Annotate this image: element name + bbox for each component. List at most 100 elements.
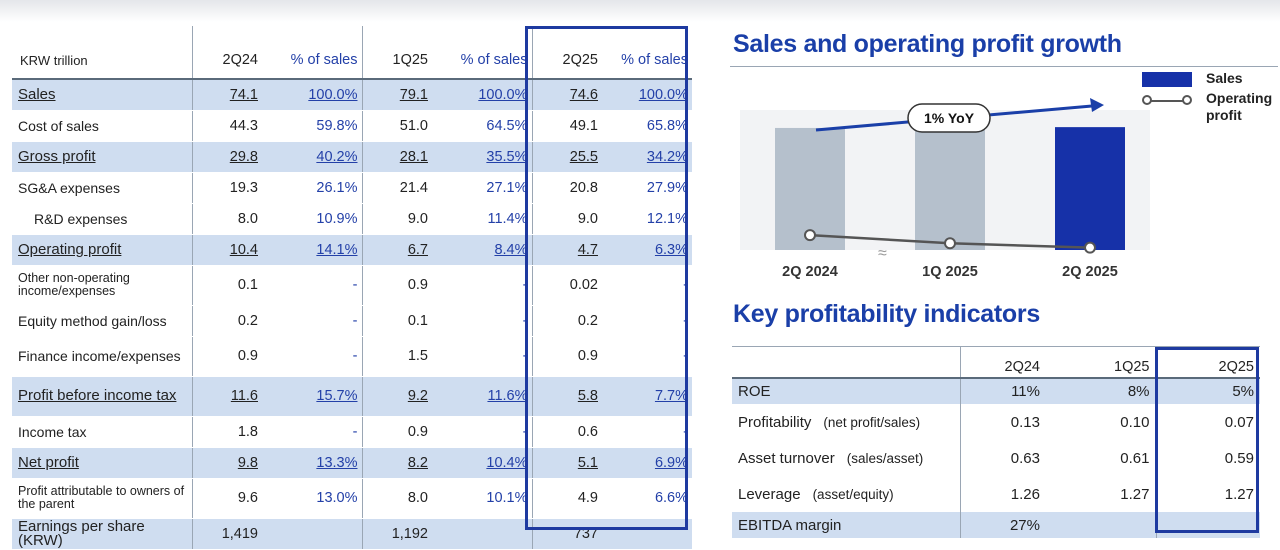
cell-value: 1,419 (191, 518, 262, 550)
legend-item-sales: Sales (1142, 70, 1278, 87)
cell-value: 1.8 (191, 416, 262, 448)
cell-value: 10.9% (262, 203, 362, 235)
cell-value: 8.0 (361, 478, 432, 519)
row-label: Profit before income tax (12, 376, 192, 417)
sales-bar-2 (915, 119, 985, 250)
cell-value: 20.8 (531, 172, 602, 204)
kpi-cell-value: 1.27 (1155, 476, 1260, 512)
kpi-cell-value: 5% (1155, 378, 1260, 404)
kpi-cell-value: 11% (959, 378, 1046, 404)
bar-group (775, 119, 1125, 250)
cell-value: 64.5% (432, 110, 532, 142)
x-tick-label: 2Q 2025 (1062, 264, 1118, 280)
kpi-cell-value: 0.63 (959, 440, 1046, 476)
cell-value (432, 518, 532, 550)
kpi-section-title: Key profitability indicators (733, 300, 1040, 328)
row-label: Gross profit (12, 141, 192, 173)
cell-value: 737 (531, 518, 602, 550)
cell-value: 0.1 (361, 305, 432, 337)
cell-value: 0.2 (531, 305, 602, 337)
row-label: Equity method gain/loss (12, 305, 192, 337)
cell-value: 8.2 (361, 447, 432, 479)
cell-value: 100.0% (432, 79, 532, 111)
row-label: Finance income/expenses (12, 336, 192, 377)
kpi-label-text: Asset turnover (738, 449, 835, 467)
table-row: Equity method gain/loss 0.2-0.1-0.2- (12, 305, 692, 337)
row-label: R&D expenses (12, 203, 192, 235)
cell-value: - (262, 265, 362, 306)
cell-value: 14.1% (262, 234, 362, 266)
cell-value: 10.4 (191, 234, 262, 266)
header-2q25: 2Q25 (531, 26, 602, 80)
row-label: Other non-operating income/expenses (12, 265, 192, 306)
cell-value: - (262, 416, 362, 448)
operating-profit-point-2 (944, 237, 956, 250)
kpi-row-label: ROE (732, 378, 960, 404)
legend-item-operating-profit: Operating profit (1142, 90, 1278, 124)
kpi-label-text: ROE (738, 383, 771, 400)
cell-value: 65.8% (602, 110, 692, 142)
table-row: Profit before income tax 11.6 15.7% 9.2 11.6… (12, 376, 692, 417)
cell-value: 10.4% (432, 447, 532, 479)
cell-value: 19.3 (191, 172, 262, 204)
kpi-label-text: EBITDA margin (738, 516, 842, 534)
operating-profit-point-3 (1084, 241, 1096, 254)
cell-value: 29.8 (191, 141, 262, 173)
kpi-cell-value: 8% (1046, 378, 1156, 404)
row-label: SG&A expenses (12, 172, 192, 204)
cell-value: 74.1 (191, 79, 262, 111)
table-row: Profit attributable to owners of the par… (12, 478, 692, 519)
cell-value: 0.6 (531, 416, 602, 448)
cell-value: 79.1 (361, 79, 432, 111)
cell-value: 100.0% (602, 79, 692, 111)
cell-value: 34.2% (602, 141, 692, 173)
kpi-header-2q24: 2Q24 (959, 346, 1046, 379)
cell-value: 49.1 (531, 110, 602, 142)
kpi-table: 2Q24 1Q25 2Q25 ROE 11% 8% 5% Profitability (n… (732, 346, 1260, 538)
kpi-header-row: 2Q24 1Q25 2Q25 (732, 346, 1260, 379)
cell-value: 0.9 (361, 265, 432, 306)
cell-value: 9.6 (191, 478, 262, 519)
row-label: Cost of sales (12, 110, 192, 142)
kpi-header-1q25: 1Q25 (1046, 346, 1156, 379)
cell-value: 15.7% (262, 376, 362, 417)
kpi-row-label: EBITDA margin (732, 512, 960, 538)
cell-value: - (432, 265, 532, 306)
kpi-cell-value (1155, 512, 1260, 538)
header-pct-1q25: % of sales (432, 26, 532, 80)
table-row: Finance income/expenses 0.9-1.5-0.9- (12, 336, 692, 377)
chart-section-title: Sales and operating profit growth (733, 30, 1122, 58)
cell-value: 0.9 (361, 416, 432, 448)
cell-value: 21.4 (361, 172, 432, 204)
cell-value: 40.2% (262, 141, 362, 173)
row-label: Income tax (12, 416, 192, 448)
kpi-label-text: Leverage (738, 485, 801, 503)
cell-value: 0.1 (191, 265, 262, 306)
income-statement-table: KRW trillion 2Q24 % of sales 1Q25 % of s… (12, 26, 692, 550)
header-pct-2q24: % of sales (262, 26, 362, 80)
cell-value: - (602, 416, 692, 448)
yoy-badge (907, 103, 991, 133)
cell-value: 9.2 (361, 376, 432, 417)
cell-value: 0.9 (531, 336, 602, 377)
kpi-cell-value: 27% (959, 512, 1046, 538)
legend-sales-label: Sales (1206, 70, 1243, 86)
x-axis-labels: 2Q 2024 1Q 2025 2Q 2025 (782, 264, 1118, 280)
table-row: R&D expenses 8.0 10.9% 9.0 11.4% 9.0 12.1% (12, 203, 692, 235)
cell-value: 0.9 (191, 336, 262, 377)
kpi-cell-value: 0.13 (959, 404, 1046, 440)
cell-value: 6.7 (361, 234, 432, 266)
kpi-row-label: Asset turnover (sales/asset) (732, 440, 960, 476)
cell-value: 7.7% (602, 376, 692, 417)
cell-value: - (602, 336, 692, 377)
cell-value (262, 518, 362, 550)
cell-value: 11.6% (432, 376, 532, 417)
cell-value: 4.9 (531, 478, 602, 519)
chart-title-rule (730, 66, 1278, 67)
cell-value: 11.6 (191, 376, 262, 417)
kpi-label-text: Profitability (738, 413, 812, 431)
cell-value: 9.8 (191, 447, 262, 479)
cell-value: 1.5 (361, 336, 432, 377)
kpi-cell-value: 1.27 (1120, 485, 1150, 503)
cell-value: - (432, 336, 532, 377)
